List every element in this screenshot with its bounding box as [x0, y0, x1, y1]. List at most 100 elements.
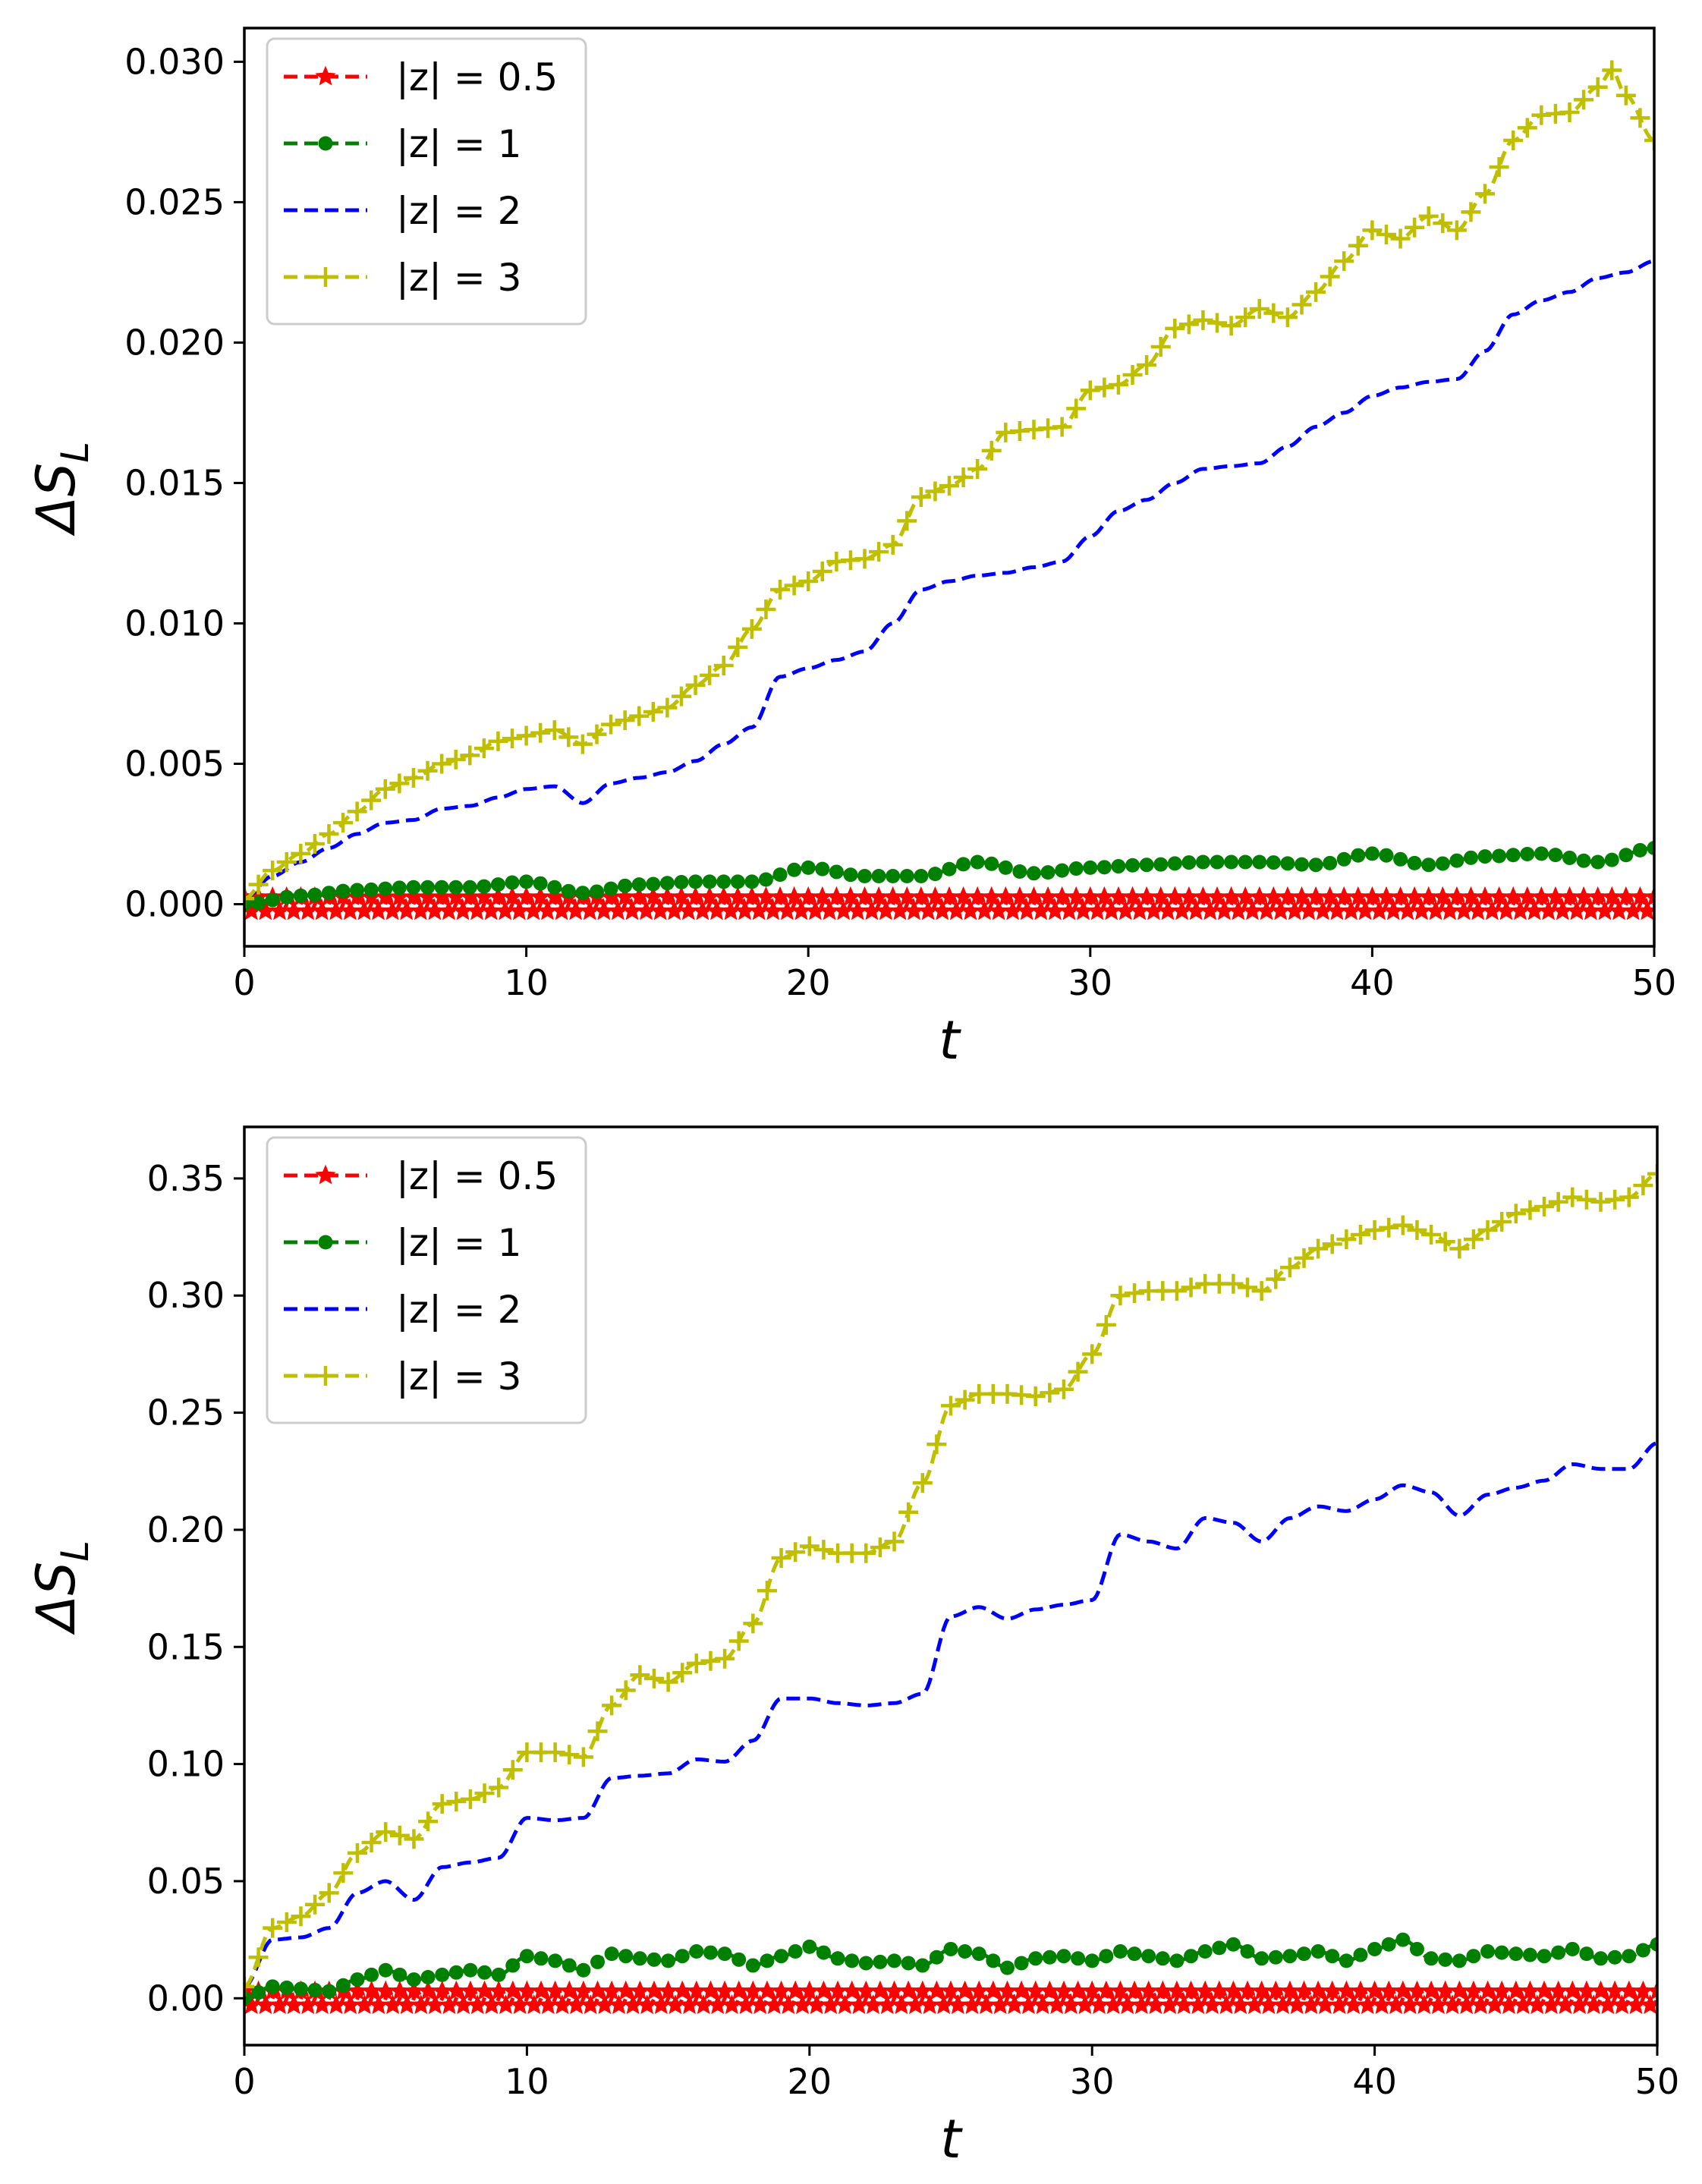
- data-point: [474, 1783, 495, 1804]
- data-point: [516, 725, 536, 746]
- data-point: [717, 1946, 732, 1962]
- data-point: [489, 1777, 509, 1798]
- data-point: [463, 1962, 478, 1978]
- data-point: [378, 1962, 393, 1978]
- y-tick-label: 0.20: [147, 1509, 225, 1550]
- data-point: [1068, 861, 1084, 876]
- data-point: [1562, 1187, 1583, 1207]
- data-point: [955, 1389, 975, 1410]
- data-point: [1395, 1932, 1411, 1947]
- data-point: [389, 1825, 410, 1846]
- data-point: [869, 542, 889, 562]
- data-point: [1166, 1281, 1187, 1301]
- data-point: [1153, 857, 1169, 872]
- data-point: [1576, 1189, 1597, 1210]
- data-point: [403, 767, 423, 788]
- y-axis-label: ΔSL: [25, 1540, 97, 1635]
- data-point: [477, 1965, 492, 1980]
- data-point: [998, 860, 1013, 875]
- data-point: [603, 881, 618, 896]
- data-point: [1068, 1361, 1088, 1382]
- data-point: [1590, 854, 1606, 870]
- y-tick-label: 0.020: [124, 322, 225, 363]
- data-point: [1534, 846, 1549, 861]
- data-point: [1221, 316, 1241, 336]
- data-point: [575, 886, 590, 901]
- x-axis-label: t: [939, 1009, 961, 1072]
- data-point: [293, 1981, 308, 1997]
- data-point: [335, 1978, 351, 1993]
- series-line: [244, 1441, 1657, 1989]
- data-point: [1339, 1953, 1354, 1968]
- data-point: [1650, 1937, 1657, 1952]
- data-point: [321, 886, 336, 901]
- data-point: [843, 867, 858, 883]
- data-point: [1640, 1994, 1657, 2015]
- data-point: [857, 868, 873, 883]
- legend-entry: |z| = 1: [284, 122, 521, 166]
- data-point: [1096, 860, 1112, 875]
- data-point: [558, 727, 579, 747]
- data-point: [1224, 854, 1239, 870]
- data-point: [1336, 1229, 1357, 1250]
- y-tick-label: 0.35: [147, 1158, 225, 1199]
- plot-area: [244, 1163, 1657, 2015]
- data-point: [248, 1947, 269, 1968]
- legend-entry: |z| = 0.5: [284, 1154, 558, 1198]
- data-point: [1112, 1944, 1128, 1959]
- data-point: [756, 599, 776, 619]
- data-point: [350, 883, 365, 898]
- legend: |z| = 0.5 |z| = 1 |z| = 2 |z| = 3: [266, 37, 587, 326]
- data-point: [1094, 377, 1115, 398]
- data-point: [291, 1906, 311, 1927]
- data-point: [1197, 1944, 1213, 1959]
- data-point: [1308, 858, 1323, 873]
- data-point: [1534, 1196, 1555, 1216]
- data-point: [418, 1811, 439, 1832]
- data-point: [1052, 417, 1072, 437]
- data-point: [333, 1863, 354, 1883]
- data-point: [1084, 1953, 1100, 1968]
- data-point: [1509, 1946, 1524, 1962]
- data-point: [1480, 1944, 1496, 1959]
- data-point: [1392, 1215, 1413, 1235]
- data-point: [981, 440, 1002, 461]
- data-point: [899, 868, 914, 883]
- data-point: [1587, 77, 1608, 97]
- data-point: [643, 702, 663, 722]
- data-point: [1632, 842, 1647, 858]
- data-point: [743, 1613, 763, 1634]
- data-point: [854, 549, 875, 569]
- data-point: [1565, 1941, 1580, 1956]
- data-point: [1449, 1238, 1470, 1259]
- data-point: [914, 868, 929, 883]
- data-point: [1207, 313, 1228, 333]
- legend-label: |z| = 3: [396, 256, 521, 300]
- data-point: [1083, 860, 1098, 875]
- data-point: [1040, 865, 1055, 880]
- plot-area: [244, 60, 1654, 920]
- data-point: [460, 1789, 480, 1809]
- y-tick-label: 0.000: [124, 883, 225, 924]
- data-point: [1053, 1379, 1074, 1399]
- data-point: [364, 1967, 379, 1982]
- bottom-chart-panel: 0 10 20 30 40 50 0.00 0.05 0.10 0.15 0.20 0.25 0.30 0…: [25, 1125, 1679, 2170]
- data-point: [251, 895, 266, 911]
- data-point: [244, 896, 252, 911]
- data-point: [1644, 886, 1654, 906]
- data-point: [263, 1918, 283, 1938]
- data-point: [1435, 1232, 1455, 1252]
- data-point: [1537, 1949, 1552, 1964]
- data-point: [647, 1952, 662, 1967]
- data-point: [927, 1434, 947, 1455]
- data-point: [1325, 1949, 1340, 1964]
- data-point: [561, 883, 576, 898]
- data-point: [713, 655, 734, 675]
- data-point: [602, 1695, 622, 1716]
- y-tick-label: 0.00: [147, 1978, 225, 2019]
- y-tick-label: 0.25: [147, 1393, 225, 1433]
- data-point: [305, 1894, 326, 1915]
- legend-swatch-marker: [318, 136, 333, 151]
- data-point: [685, 675, 706, 695]
- data-point: [1364, 1219, 1385, 1240]
